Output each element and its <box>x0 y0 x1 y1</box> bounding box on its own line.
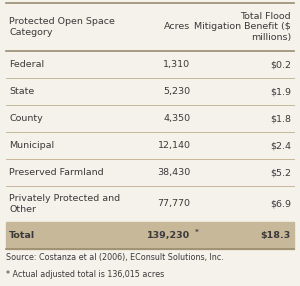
Text: Source: Costanza et al (2006), EConsult Solutions, Inc.: Source: Costanza et al (2006), EConsult … <box>6 253 224 262</box>
Text: Protected Open Space
Category: Protected Open Space Category <box>9 17 115 37</box>
Text: 4,350: 4,350 <box>164 114 190 123</box>
Text: Privately Protected and
Other: Privately Protected and Other <box>9 194 120 214</box>
Text: * Actual adjusted total is 136,015 acres: * Actual adjusted total is 136,015 acres <box>6 270 164 279</box>
Text: $0.2: $0.2 <box>270 60 291 69</box>
Bar <box>6 222 294 249</box>
Text: $1.9: $1.9 <box>270 87 291 96</box>
Text: $18.3: $18.3 <box>261 231 291 240</box>
Text: State: State <box>9 87 34 96</box>
Text: Municipal: Municipal <box>9 141 54 150</box>
Text: Total Flood
Mitigation Benefit ($
millions): Total Flood Mitigation Benefit ($ millio… <box>194 12 291 42</box>
Text: $6.9: $6.9 <box>270 199 291 208</box>
Bar <box>6 132 294 159</box>
Bar <box>6 78 294 105</box>
Text: $2.4: $2.4 <box>270 141 291 150</box>
Text: 5,230: 5,230 <box>164 87 190 96</box>
Bar <box>6 51 294 78</box>
Text: County: County <box>9 114 43 123</box>
Text: Federal: Federal <box>9 60 44 69</box>
Text: $1.8: $1.8 <box>270 114 291 123</box>
Bar <box>6 105 294 132</box>
Bar <box>6 159 294 186</box>
Text: Acres: Acres <box>164 23 190 31</box>
Text: Preserved Farmland: Preserved Farmland <box>9 168 103 177</box>
Text: $5.2: $5.2 <box>270 168 291 177</box>
Text: 77,770: 77,770 <box>158 199 190 208</box>
Text: 1,310: 1,310 <box>164 60 190 69</box>
Text: 12,140: 12,140 <box>158 141 190 150</box>
Text: 139,230: 139,230 <box>147 231 190 240</box>
Text: Total: Total <box>9 231 35 240</box>
Text: 38,430: 38,430 <box>157 168 190 177</box>
Text: *: * <box>195 229 199 235</box>
